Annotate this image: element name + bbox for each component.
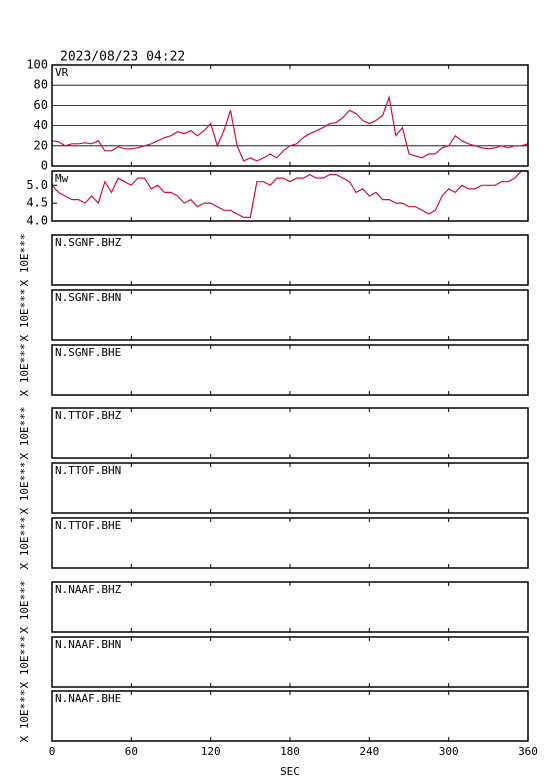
y-tick-label: 20: [34, 138, 48, 152]
panel-frame: [51, 581, 529, 633]
x-tick-label: 120: [201, 745, 221, 758]
x-axis-label: SEC: [280, 765, 300, 778]
panel-frame: [51, 64, 529, 167]
y-axis-label: X 10E***: [18, 234, 31, 287]
y-axis-label: X 10E***: [18, 636, 31, 689]
y-tick-label: 100: [26, 58, 48, 72]
panel-frame: [51, 234, 529, 286]
panel-label: N.NAAF.BHE: [55, 692, 121, 705]
panel-frame: [51, 517, 529, 569]
panel-frame: [51, 462, 529, 514]
y-axis-label: X 10E***: [18, 517, 31, 570]
y-axis-label: X 10E***: [18, 407, 31, 460]
panel-label: Mw: [55, 172, 69, 185]
y-axis-label: X 10E***: [18, 690, 31, 743]
panel-frame: [51, 407, 529, 459]
x-tick-label: 360: [518, 745, 538, 758]
x-tick-label: 180: [280, 745, 300, 758]
y-axis-label: X 10E***: [18, 581, 31, 634]
y-axis-label: X 10E***: [18, 289, 31, 342]
panel-label: N.TTOF.BHN: [55, 464, 121, 477]
panel-label: VR: [55, 66, 69, 79]
x-tick-label: 0: [49, 745, 56, 758]
panel-label: N.TTOF.BHE: [55, 519, 121, 532]
panel-frame: [51, 344, 529, 396]
x-tick-label: 300: [439, 745, 459, 758]
panel-frame: [51, 289, 529, 341]
y-tick-label: 5.0: [26, 178, 48, 192]
x-tick-label: 60: [125, 745, 138, 758]
y-tick-label: 4.5: [26, 196, 48, 210]
y-tick-label: 4.0: [26, 214, 48, 228]
timestamp: 2023/08/23 04:22: [60, 50, 185, 65]
panel-label: N.SGNF.BHN: [55, 291, 121, 304]
y-tick-label: 0: [41, 159, 48, 173]
panel-label: N.NAAF.BHN: [55, 638, 121, 651]
panel-label: N.SGNF.BHE: [55, 346, 121, 359]
panel-frame: [51, 170, 529, 222]
panel-label: N.NAAF.BHZ: [55, 583, 122, 596]
y-tick-label: 80: [34, 78, 48, 92]
panel-label: N.SGNF.BHZ: [55, 236, 122, 249]
panel-label: N.TTOF.BHZ: [55, 409, 122, 422]
panel-frame: [51, 690, 529, 742]
data-line: [51, 170, 528, 218]
data-line: [51, 94, 529, 162]
y-tick-label: 60: [34, 98, 48, 112]
y-axis-label: X 10E***: [18, 462, 31, 515]
y-tick-label: 40: [34, 118, 48, 132]
panel-frame: [51, 636, 529, 688]
y-axis-label: X 10E***: [18, 344, 31, 397]
x-tick-label: 240: [359, 745, 379, 758]
